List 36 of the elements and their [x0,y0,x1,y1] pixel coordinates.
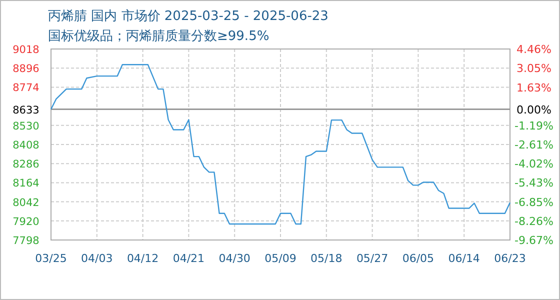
x-tick-label: 03/25 [35,252,67,265]
y2-tick-label: -2.61% [514,138,554,152]
chart-title: 丙烯腈 国内 市场价 2025-03-25 - 2025-06-23 [48,9,328,24]
y-tick-label: 8286 [12,158,40,171]
x-tick-label: 05/27 [356,252,388,265]
y2-tick-label: -9.67% [514,234,554,247]
y2-tick-label: -1.19% [514,119,554,132]
chart-subtitle: 国标优级品；丙烯腈质量分数≥99.5% [48,29,270,44]
x-tick-label: 06/05 [402,252,434,265]
y2-tick-label: 3.05% [516,62,552,76]
y-tick-label: 8774 [12,82,40,94]
y-tick-label: 8164 [12,178,40,190]
x-tick-label: 06/14 [448,252,480,265]
x-tick-label: 06/23 [494,252,526,265]
x-tick-label: 05/18 [310,252,342,265]
y2-tick-label: 1.63% [516,81,552,94]
y2-tick-label: -4.02% [514,158,554,171]
y2-tick-label: 0.00% [516,103,552,116]
y2-tick-label: -5.43% [514,176,554,190]
y-tick-label: 7920 [12,216,40,228]
y-tick-label: 9018 [12,44,40,56]
y2-tick-label: 4.46% [516,43,552,56]
y-tick-label: 8896 [12,63,40,76]
y2-tick-label: -8.26% [514,214,554,228]
y-tick-label: 8633 [12,104,40,116]
y-tick-label: 7798 [12,235,40,247]
y-tick-label: 8042 [12,196,40,209]
x-tick-label: 04/03 [81,252,113,265]
x-tick-label: 04/30 [218,252,250,265]
x-tick-label: 04/12 [126,252,159,265]
x-tick-label: 04/21 [172,252,205,265]
x-tick-label: 05/09 [264,252,296,265]
y-tick-label: 8530 [12,120,40,132]
line-series [50,64,511,225]
y2-tick-label: -6.85% [514,196,554,209]
y-tick-label: 8408 [12,140,40,152]
